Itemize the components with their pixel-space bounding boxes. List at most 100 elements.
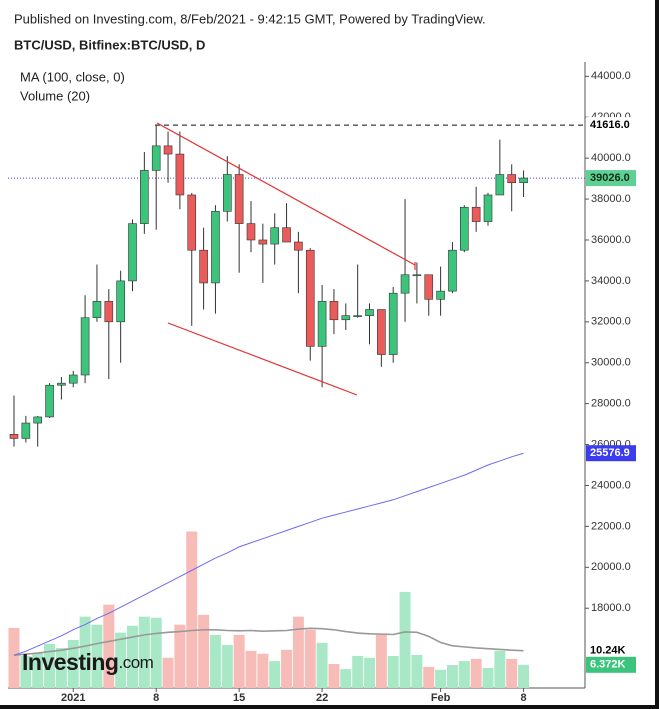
candle-body bbox=[223, 174, 232, 212]
value-label-box bbox=[586, 170, 636, 187]
trendline bbox=[156, 122, 416, 266]
candle-body bbox=[21, 422, 31, 439]
candle-body bbox=[128, 223, 137, 282]
x-tick-label: 2021 bbox=[61, 692, 85, 704]
volume-bar bbox=[186, 531, 198, 688]
volume-bar bbox=[292, 616, 304, 688]
candle-body bbox=[211, 211, 220, 284]
candle-body bbox=[187, 194, 197, 251]
candle-body bbox=[436, 290, 445, 300]
candle-body bbox=[270, 227, 280, 245]
volume-bar bbox=[304, 629, 316, 688]
value-label: 39026.0 bbox=[590, 172, 630, 184]
volume-bar bbox=[91, 624, 103, 688]
volume-bar bbox=[269, 661, 281, 688]
volume-bar bbox=[518, 664, 530, 688]
y-tick-label: 24000.0 bbox=[591, 479, 631, 491]
candle-body bbox=[175, 153, 185, 196]
candle-body bbox=[459, 206, 469, 251]
x-tick-label: 8 bbox=[520, 692, 526, 704]
logo-text: Investing bbox=[22, 649, 118, 675]
volume-bar bbox=[458, 661, 470, 688]
candle-body bbox=[140, 170, 149, 224]
x-tick-label: 22 bbox=[316, 692, 328, 704]
candle-body bbox=[258, 239, 268, 245]
volume-bar bbox=[340, 669, 352, 688]
volume-bar bbox=[316, 642, 328, 688]
y-tick-label: 30000.0 bbox=[591, 357, 631, 369]
y-tick-label: 38000.0 bbox=[591, 193, 631, 205]
volume-bar bbox=[506, 658, 518, 688]
y-tick-label: 22000.0 bbox=[591, 520, 631, 532]
y-tick-label: 36000.0 bbox=[591, 234, 631, 246]
value-label: 41616.0 bbox=[590, 119, 630, 131]
header: Published on Investing.com, 8/Feb/2021 -… bbox=[14, 11, 486, 26]
volume-bar bbox=[399, 591, 411, 688]
candle-body bbox=[412, 274, 422, 277]
volume-bar bbox=[32, 653, 44, 688]
candle-body bbox=[57, 382, 66, 386]
candle-body bbox=[92, 301, 102, 319]
candle-body bbox=[365, 309, 374, 316]
volume-bar bbox=[494, 650, 506, 688]
volume-bar bbox=[138, 616, 150, 688]
candle-body bbox=[507, 174, 517, 183]
y-tick-label: 28000.0 bbox=[591, 398, 631, 410]
frame-edge bbox=[655, 0, 659, 709]
legend-entry: MA (100, close, 0) bbox=[20, 69, 125, 84]
candle-body bbox=[104, 301, 114, 323]
value-label: 10.24K bbox=[590, 645, 626, 657]
x-tick-label: 15 bbox=[233, 692, 245, 704]
candle-body bbox=[483, 194, 493, 222]
volume-bar bbox=[174, 624, 186, 688]
y-tick-label: 40000.0 bbox=[591, 152, 631, 164]
volume-bar bbox=[150, 617, 162, 688]
volume-ma-line bbox=[13, 627, 524, 657]
candle-body bbox=[377, 309, 386, 355]
volume-bar bbox=[411, 654, 423, 688]
frame-edge bbox=[0, 705, 659, 709]
volume-bar bbox=[352, 655, 364, 688]
volume-bar bbox=[233, 634, 245, 688]
candle-body bbox=[282, 227, 291, 243]
candle-body bbox=[45, 384, 54, 418]
volume-bar bbox=[55, 647, 67, 688]
value-label: 25576.9 bbox=[590, 447, 630, 459]
candle-body bbox=[471, 206, 481, 222]
volume-bar bbox=[103, 604, 115, 688]
x-tick-label: 8 bbox=[153, 692, 159, 704]
candle-body bbox=[353, 315, 362, 317]
volume-bar bbox=[79, 616, 91, 688]
volume-bar bbox=[8, 627, 20, 688]
candle-body bbox=[448, 249, 457, 292]
volume-bar bbox=[257, 653, 269, 688]
volume-bar bbox=[281, 649, 293, 688]
chart-title: BTC/USD, Bitfinex:BTC/USD, D bbox=[14, 37, 205, 52]
candle-body bbox=[495, 174, 505, 196]
candle-body bbox=[329, 301, 339, 321]
candle-body bbox=[388, 292, 398, 355]
value-label-box bbox=[586, 445, 636, 462]
volume-bar bbox=[115, 632, 127, 688]
volume-bar bbox=[198, 614, 210, 688]
volume-bar bbox=[245, 650, 257, 688]
candle-body bbox=[234, 174, 244, 224]
volume-bar bbox=[482, 667, 494, 688]
value-label: 6.372K bbox=[590, 659, 626, 671]
logo: Investing.com bbox=[22, 649, 154, 675]
candle-body bbox=[519, 177, 528, 183]
candle-body bbox=[199, 249, 208, 284]
candle-body bbox=[400, 274, 410, 294]
volume-bar bbox=[67, 639, 79, 688]
value-label-box bbox=[586, 642, 636, 659]
candle-body bbox=[68, 374, 78, 384]
candle-body bbox=[305, 249, 315, 347]
candle-body bbox=[116, 280, 125, 323]
logo-text: .com bbox=[118, 653, 153, 672]
candle-body bbox=[163, 145, 173, 155]
volume-bar bbox=[375, 634, 387, 688]
candle-body bbox=[246, 223, 256, 241]
candle-body bbox=[317, 301, 327, 347]
volume-bar bbox=[435, 669, 447, 688]
